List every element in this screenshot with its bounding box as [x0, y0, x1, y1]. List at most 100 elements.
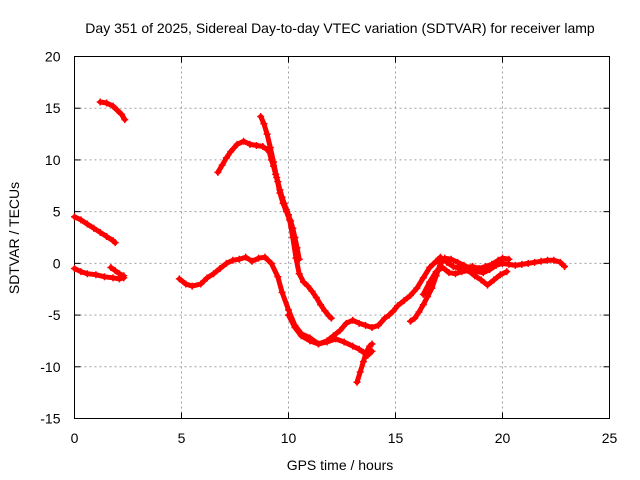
series-track-k	[419, 263, 511, 298]
data-point	[415, 308, 423, 316]
data-point	[389, 307, 397, 315]
y-tick-label: 10	[45, 152, 61, 168]
data-point	[436, 259, 444, 267]
data-point	[524, 259, 532, 267]
data-point	[460, 261, 468, 269]
data-point	[197, 280, 205, 288]
x-tick-label: 25	[602, 430, 618, 446]
data-point	[439, 263, 447, 271]
data-point	[464, 267, 472, 275]
data-point	[111, 267, 119, 275]
data-point	[261, 253, 269, 261]
data-point	[266, 144, 274, 152]
series-track-a	[96, 98, 129, 124]
data-point	[471, 272, 479, 280]
data-point	[486, 266, 494, 274]
ticks: 0 5 10 15 20 25 -15 -10 -5 0 5 10 15 20	[40, 49, 617, 447]
data-point	[218, 161, 226, 169]
y-tick-label: 5	[53, 204, 61, 220]
data-point	[103, 232, 111, 240]
data-point	[368, 340, 376, 348]
data-point	[276, 189, 284, 197]
data-point	[107, 263, 115, 271]
plot-frame	[74, 56, 610, 419]
x-axis-label: GPS time / hours	[287, 457, 394, 473]
data-point	[479, 269, 487, 277]
data-point	[473, 268, 481, 276]
y-axis-label: SDTVAR / TECUs	[6, 182, 22, 294]
data-point	[327, 314, 335, 322]
data-point	[321, 307, 329, 315]
data-point	[297, 332, 305, 340]
data-point	[445, 269, 453, 277]
data-point	[113, 106, 121, 114]
data-point	[531, 258, 539, 266]
data-point	[424, 292, 432, 300]
data-point	[115, 270, 123, 278]
data-point	[260, 120, 268, 128]
data-point	[222, 259, 230, 267]
data-point	[454, 258, 462, 266]
data-point	[342, 319, 350, 327]
data-point	[426, 263, 434, 271]
data-point	[100, 273, 108, 281]
data-point	[355, 319, 363, 327]
data-point	[257, 112, 265, 120]
data-point	[432, 268, 440, 276]
x-tick-label: 10	[281, 430, 297, 446]
data-point	[374, 321, 382, 329]
data-point	[428, 284, 436, 292]
data-point	[291, 323, 299, 331]
data-point	[496, 271, 504, 279]
data-point	[240, 137, 248, 145]
series-track-c	[71, 265, 128, 283]
data-point	[537, 257, 545, 265]
data-point	[451, 270, 459, 278]
data-point	[349, 316, 357, 324]
data-point	[109, 102, 117, 110]
data-point	[229, 256, 237, 264]
data-point	[363, 347, 371, 355]
x-tick-label: 15	[388, 430, 404, 446]
data-point	[406, 291, 414, 299]
data-point	[71, 265, 78, 273]
data-point	[121, 116, 129, 124]
data-point	[299, 278, 307, 286]
data-point	[111, 239, 119, 247]
data-point	[175, 275, 183, 283]
data-point	[248, 257, 256, 265]
data-point	[505, 260, 513, 268]
data-point	[317, 301, 325, 309]
data-point	[481, 262, 489, 270]
data-point	[355, 345, 363, 353]
data-point	[492, 261, 500, 269]
data-point	[210, 270, 218, 278]
data-point	[484, 281, 492, 289]
data-point	[518, 260, 526, 268]
data-point	[235, 255, 243, 263]
data-point	[109, 274, 117, 282]
data-point	[278, 288, 286, 296]
data-point	[368, 323, 376, 331]
x-tick-label: 5	[178, 430, 186, 446]
data-point	[511, 261, 519, 269]
data-point	[308, 287, 316, 295]
y-tick-label: -5	[48, 307, 61, 323]
data-point	[227, 148, 235, 156]
x-tick-label: 20	[495, 430, 511, 446]
data-point	[400, 297, 408, 305]
data-point	[419, 290, 427, 298]
data-point	[246, 140, 254, 148]
data-point	[314, 340, 322, 348]
data-point	[413, 284, 421, 292]
data-point	[92, 271, 100, 279]
data-point	[329, 332, 337, 340]
data-point	[304, 282, 312, 290]
data-point	[458, 268, 466, 276]
data-point	[447, 255, 455, 263]
data-point	[77, 216, 85, 224]
data-point	[356, 368, 364, 376]
data-point	[550, 256, 558, 264]
data-point	[263, 130, 271, 138]
